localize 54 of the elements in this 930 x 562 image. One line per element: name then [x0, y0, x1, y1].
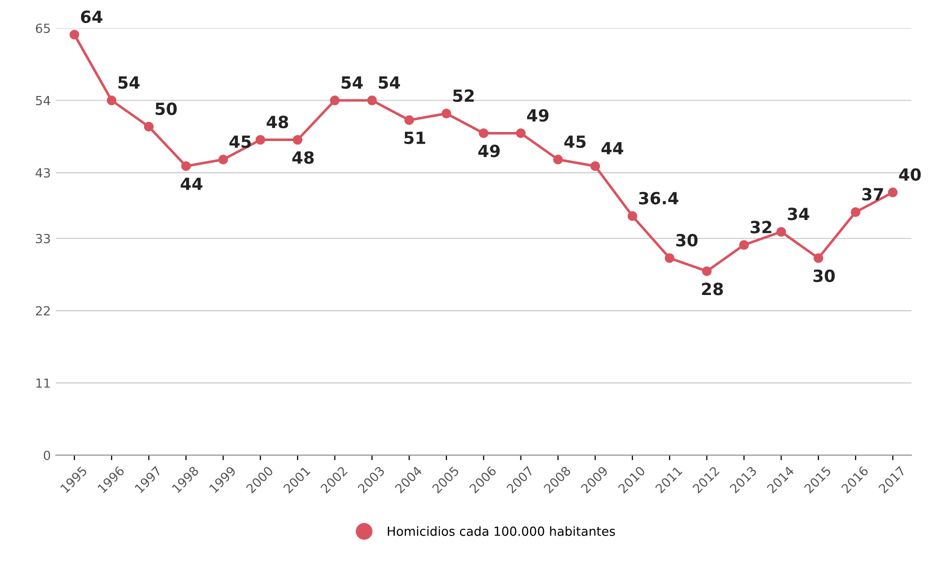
- data-label: 64: [80, 10, 102, 24]
- data-label: 34: [788, 208, 810, 220]
- point: [144, 122, 154, 132]
- point: [516, 128, 526, 138]
- point: [330, 96, 340, 106]
- y-tick-label: 11: [36, 378, 50, 388]
- data-label: 49: [478, 144, 500, 158]
- point: [590, 161, 600, 171]
- legend-label: Homicidios cada 100.000 habitantes: [388, 526, 615, 536]
- data-label: 52: [453, 89, 474, 102]
- data-label: 48: [266, 116, 288, 128]
- data-label: 45: [564, 136, 586, 148]
- data-label: 51: [404, 132, 426, 144]
- data-label: 40: [899, 168, 921, 181]
- point: [367, 96, 377, 106]
- point: [256, 134, 266, 145]
- y-tick-label: 22: [36, 306, 50, 316]
- point: [739, 240, 749, 250]
- point: [106, 96, 116, 106]
- y-tick-label: 65: [36, 24, 50, 34]
- point: [292, 134, 302, 145]
- point: [664, 253, 674, 263]
- point: [776, 226, 786, 237]
- data-label: 28: [702, 282, 723, 296]
- data-label: 32: [750, 220, 772, 234]
- y-tick-label: 33: [36, 234, 50, 244]
- point: [553, 154, 563, 164]
- point: [442, 108, 452, 118]
- data-label: 49: [527, 109, 548, 122]
- data-label: 54: [118, 76, 140, 89]
- y-tick-label: 54: [36, 96, 50, 106]
- data-label: 30: [676, 234, 698, 247]
- data-label: 54: [378, 76, 400, 89]
- point: [70, 30, 80, 40]
- data-label: 54: [342, 76, 363, 89]
- point: [702, 266, 712, 276]
- data-label: 30: [813, 269, 835, 282]
- point: [888, 188, 898, 198]
- y-tick-label: 43: [36, 168, 50, 178]
- data-label: 36.4: [639, 192, 678, 204]
- point: [814, 253, 824, 263]
- point: [181, 161, 191, 171]
- point: [218, 154, 228, 164]
- point: [478, 128, 488, 138]
- data-label: 48: [292, 151, 314, 164]
- data-label: 44: [602, 142, 624, 154]
- data-label: 50: [156, 102, 177, 116]
- point: [628, 211, 638, 221]
- data-label: 44: [180, 178, 202, 190]
- point: [404, 115, 414, 125]
- data-label: 37: [862, 188, 884, 201]
- data-label: 45: [230, 136, 251, 148]
- point: [850, 207, 860, 217]
- y-tick-label: 0: [44, 450, 50, 460]
